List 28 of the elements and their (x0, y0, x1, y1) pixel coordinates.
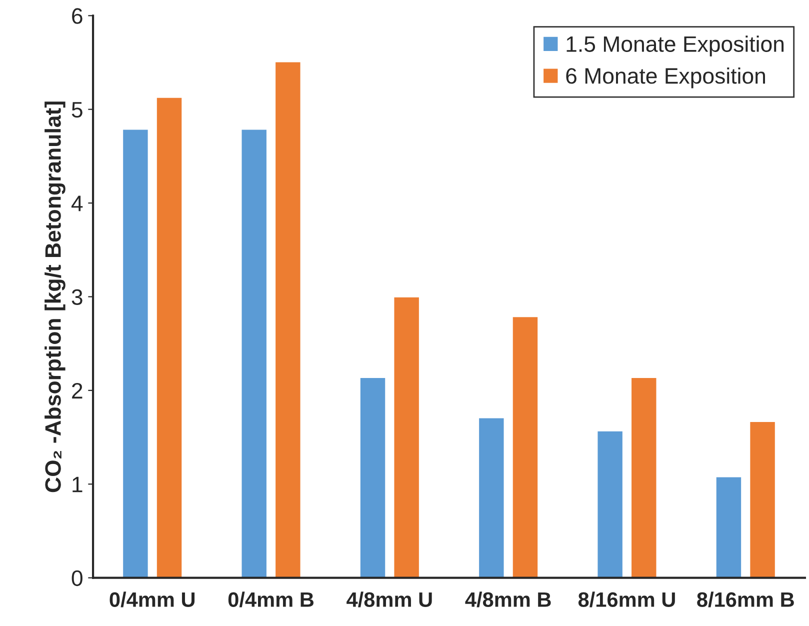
y-tick-label: 5 (72, 102, 82, 118)
bar (511, 316, 539, 578)
bar (359, 376, 387, 578)
y-tick-label: 6 (72, 8, 82, 24)
bar (478, 416, 506, 578)
y-axis-title: CO₂ -Absorption [kg/t Betongranulat] (44, 102, 66, 492)
bar (156, 96, 184, 578)
legend-label: 6 Monate Exposition (566, 67, 765, 88)
bar (240, 128, 268, 578)
bar (748, 420, 776, 578)
bar (274, 60, 302, 578)
bar (630, 376, 658, 578)
bar (714, 476, 742, 578)
y-tick-label: 3 (72, 289, 82, 305)
legend-label: 1.5 Monate Exposition (566, 36, 784, 56)
y-tick-label: 2 (72, 382, 82, 398)
y-tick-label: 0 (72, 570, 82, 586)
y-tick-label: 4 (71, 196, 83, 212)
bar (596, 430, 624, 578)
x-tick-label: 0/4mm B (228, 592, 314, 608)
bar (392, 296, 420, 578)
x-tick-label: 4/8mm U (346, 592, 432, 608)
x-tick-label: 4/8mm B (465, 592, 551, 608)
x-tick-label: 8/16mm B (697, 592, 794, 608)
x-tick-label: 0/4mm U (110, 592, 195, 608)
bar (122, 128, 150, 578)
y-tick-label: 1 (72, 476, 82, 492)
x-tick-label: 8/16mm U (578, 592, 675, 608)
